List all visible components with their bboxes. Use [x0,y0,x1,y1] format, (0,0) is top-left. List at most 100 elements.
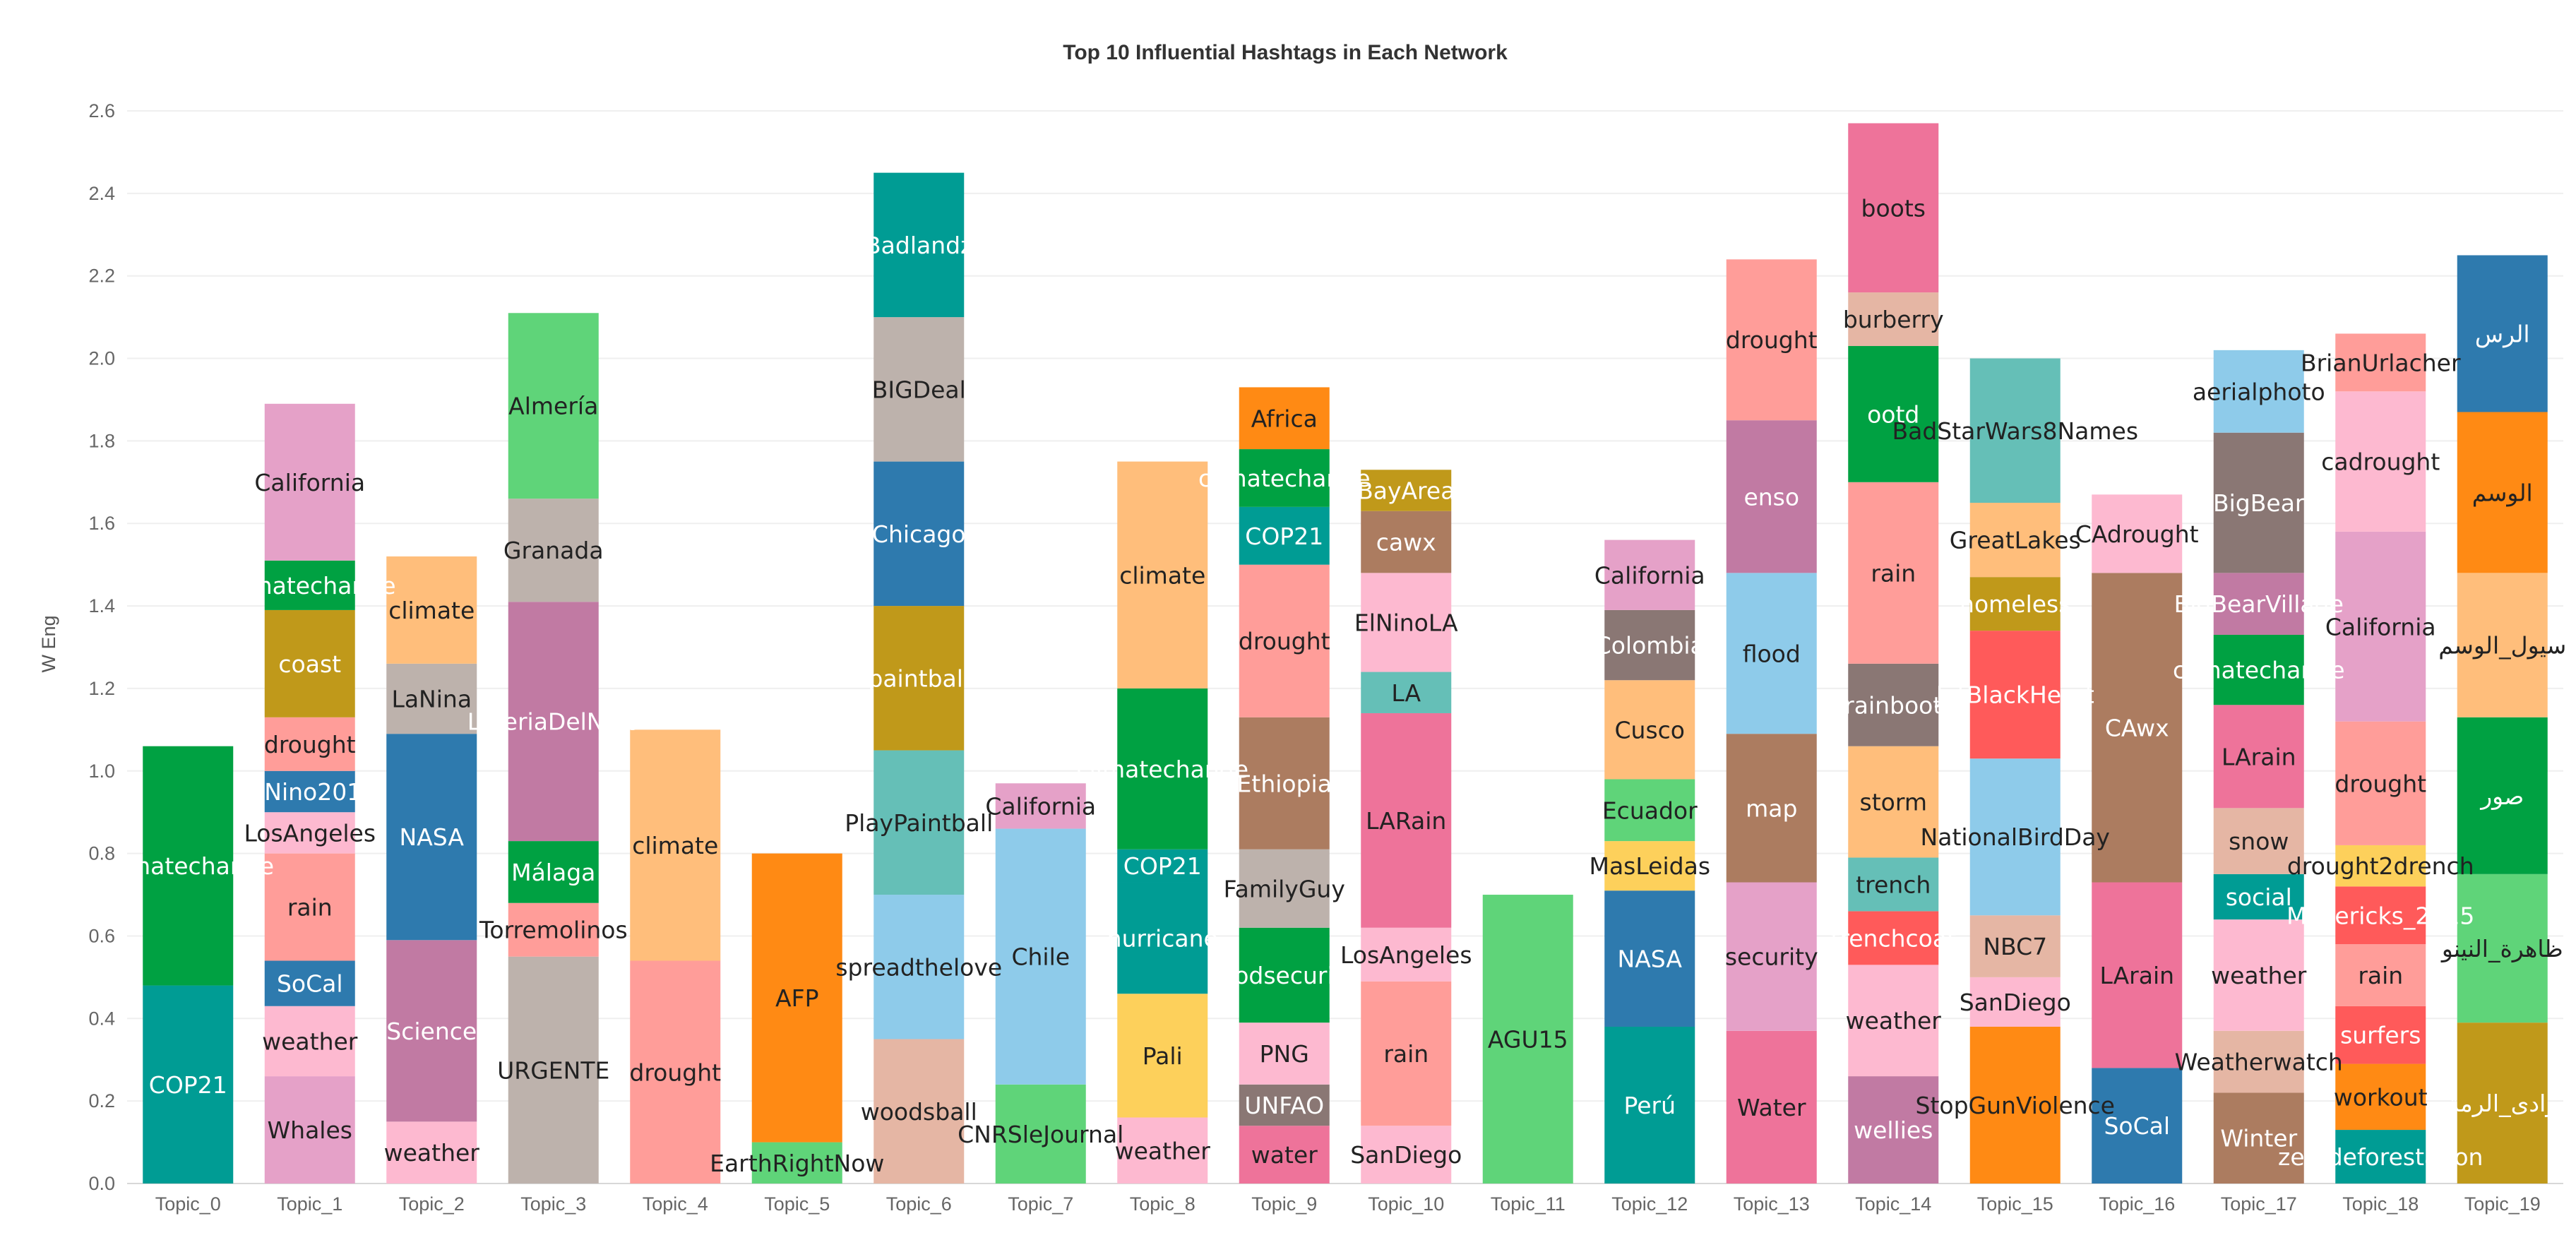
segment-label: AGU15 [1488,1026,1568,1054]
segment-label: zerodeforestation [2278,1143,2483,1171]
segment-label: PNG [1260,1040,1309,1068]
bar-segment [1848,1076,1939,1184]
segment-label: snow [2229,828,2289,855]
segment-label: wellies [1854,1116,1933,1144]
bars [143,123,2548,1184]
segment-label: Colombia [1595,632,1705,660]
bar-segment [386,663,477,734]
bar-segment [1239,1023,1330,1085]
bar-segment [2092,573,2183,883]
segment-label: Chicago [872,520,966,548]
segment-label: storm [1860,789,1927,816]
bar-segment [2335,721,2426,845]
bar-segment [1117,994,1208,1118]
segment-label: SanDiego [1960,989,2071,1016]
bar-segment [2213,634,2304,705]
bar-segment [1969,631,2061,759]
y-tick-label: 1.8 [88,430,115,451]
bar-segment [508,313,599,499]
chart-title: Top 10 Influential Hashtags in Each Netw… [1063,41,1508,64]
bar-segment [1726,1030,1817,1184]
segment-label: drought [1726,326,1818,354]
segment-label: flood [1743,640,1801,667]
y-tick-label: 2.2 [88,266,115,287]
segment-label: California [2325,613,2436,640]
segment-label: weather [384,1139,480,1167]
segment-label: ElNino2016 [243,778,376,806]
x-tick-label: Topic_17 [2221,1193,2297,1215]
bar-segment [2457,874,2548,1023]
x-tick-label: Topic_10 [1368,1193,1444,1215]
segment-label: ootd [1867,400,1919,428]
segment-label: weather [2211,962,2307,989]
segment-label: California [254,469,365,496]
segment-label: climate [388,597,475,624]
segment-label: COP21 [149,1071,227,1099]
segment-label: drought [264,731,356,758]
segment-label: صور [2479,782,2524,810]
bar-segment [1848,663,1939,746]
bar-segment [1848,857,1939,912]
bar-segment [1969,758,2061,916]
bar-segment [386,940,477,1122]
bar-segment [1848,346,1939,482]
bar-segment [2213,808,2304,874]
segment-label: trench [1856,871,1931,898]
segment-label: FamilyGuy [1224,875,1345,902]
bar-segment [2213,705,2304,809]
segment-label: CNRSleJournal [958,1121,1123,1148]
bar-segment [1969,577,2061,631]
bar-segment [1969,977,2061,1027]
segment-label: cadrought [2321,448,2440,476]
bar-segment [508,602,599,842]
bar-segment [873,750,965,895]
bar-segment [1239,717,1330,849]
bar-segment [386,1121,477,1184]
x-tick-label: Topic_2 [399,1193,465,1215]
bar-segment [1726,259,1817,421]
segment-label: Winter [2220,1125,2297,1152]
segment-label: Mavericks_2015 [2286,902,2474,929]
segment-label: social [2226,883,2292,911]
bar-segment [1848,292,1939,347]
y-tick-label: 0.6 [88,925,115,946]
bar-segment [1848,911,1939,965]
segment-label: climate [632,832,718,859]
bar-segment [2092,1068,2183,1184]
bar-segment [1239,927,1330,1023]
segment-label: Málaga [511,859,595,886]
segment-label: SoCal [2104,1112,2170,1140]
bar-segment [2213,874,2304,920]
segment-label: Badlandz [865,232,972,259]
bar-segment [2335,886,2426,945]
x-tick-label: Topic_1 [277,1193,342,1215]
segment-label: UNFAO [1244,1092,1324,1119]
segment-label: California [1594,561,1705,589]
bar-segment [1361,573,1452,672]
segment-label: Science [386,1018,477,1045]
y-tick-label: 0.4 [88,1008,115,1029]
y-axis-ticks: 0.0 0.2 0.4 0.6 0.8 1.0 1.2 1.4 1.6 1.8 2.0 2.2 2.4 2… [88,100,115,1194]
segment-label: Almería [508,393,598,420]
y-tick-label: 1.4 [88,595,115,616]
bar-segment [2457,1023,2548,1184]
segment-label: LA [1391,679,1421,707]
segment-label: CAwx [2105,714,2169,741]
segment-label: الوسم [2472,479,2533,506]
gridlines [127,110,2563,1184]
segment-label: BIGDeal [872,376,966,403]
segment-label: سيول_الوسم [2438,632,2566,660]
x-tick-label: Topic_13 [1734,1193,1810,1215]
y-tick-label: 0.0 [88,1173,115,1194]
y-tick-label: 1.0 [88,761,115,782]
segment-label: Ecuador [1602,797,1698,824]
bar-segment [264,403,355,561]
bar-segment [508,841,599,903]
y-tick-label: 2.4 [88,183,115,204]
segment-label: boots [1861,194,1926,222]
bar-segment [1117,461,1208,688]
bar-segment [995,828,1086,1085]
bar-segment [1969,915,2061,977]
bar-segment [1239,564,1330,717]
bar-segment [264,560,355,610]
